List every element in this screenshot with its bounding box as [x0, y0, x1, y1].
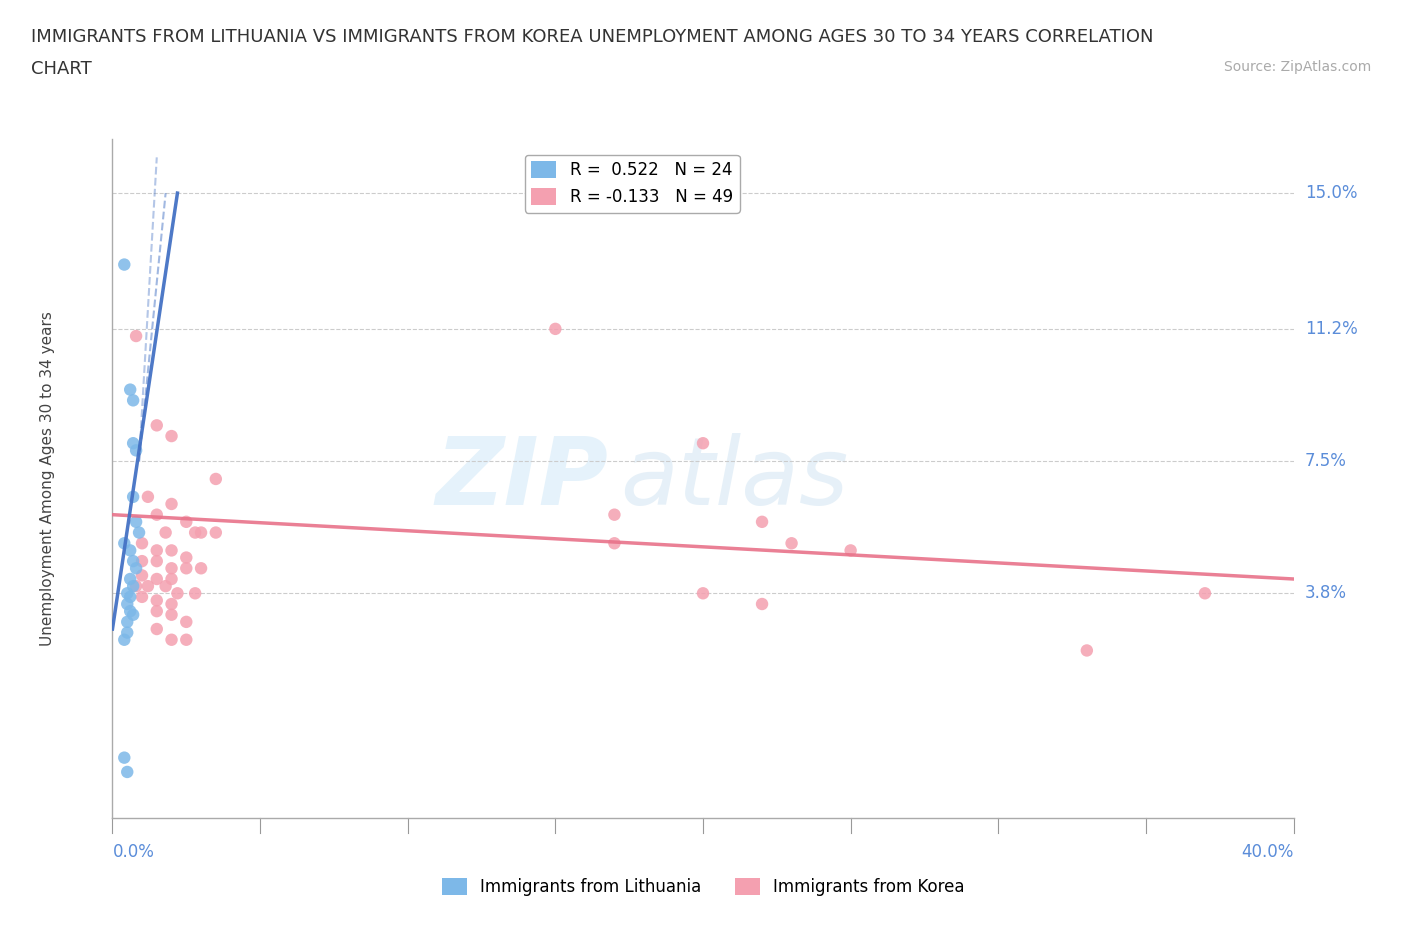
Point	[131, 568, 153, 583]
Text: 15.0%: 15.0%	[1305, 184, 1357, 202]
Point	[603, 536, 626, 551]
Point	[125, 328, 148, 343]
Point	[131, 536, 153, 551]
Text: CHART: CHART	[31, 60, 91, 78]
Point	[160, 607, 183, 622]
Point	[122, 489, 145, 504]
Point	[174, 551, 197, 565]
Text: Source: ZipAtlas.com: Source: ZipAtlas.com	[1223, 60, 1371, 74]
Text: Unemployment Among Ages 30 to 34 years: Unemployment Among Ages 30 to 34 years	[39, 312, 55, 646]
Point	[160, 572, 183, 587]
Point	[751, 596, 773, 611]
Point	[122, 578, 145, 593]
Point	[112, 632, 135, 647]
Point	[751, 514, 773, 529]
Point	[1076, 643, 1098, 658]
Point	[128, 525, 150, 540]
Point	[117, 615, 138, 630]
Point	[117, 586, 138, 601]
Point	[146, 543, 169, 558]
Point	[120, 572, 142, 587]
Point	[160, 596, 183, 611]
Point	[839, 543, 862, 558]
Point	[122, 436, 145, 451]
Point	[184, 525, 207, 540]
Text: 3.8%: 3.8%	[1305, 584, 1347, 603]
Point	[160, 632, 183, 647]
Point	[131, 553, 153, 568]
Point	[146, 418, 169, 432]
Point	[160, 543, 183, 558]
Point	[125, 561, 148, 576]
Point	[174, 561, 197, 576]
Text: IMMIGRANTS FROM LITHUANIA VS IMMIGRANTS FROM KOREA UNEMPLOYMENT AMONG AGES 30 TO: IMMIGRANTS FROM LITHUANIA VS IMMIGRANTS …	[31, 28, 1153, 46]
Point	[544, 322, 567, 337]
Text: 7.5%: 7.5%	[1305, 452, 1347, 470]
Point	[155, 525, 177, 540]
Point	[117, 625, 138, 640]
Point	[120, 604, 142, 618]
Text: ZIP: ZIP	[436, 433, 609, 525]
Point	[131, 590, 153, 604]
Text: 0.0%: 0.0%	[112, 844, 155, 861]
Point	[205, 525, 228, 540]
Point	[112, 257, 135, 272]
Point	[120, 382, 142, 397]
Point	[146, 572, 169, 587]
Point	[184, 586, 207, 601]
Point	[155, 578, 177, 593]
Point	[174, 615, 197, 630]
Point	[146, 553, 169, 568]
Text: 40.0%: 40.0%	[1241, 844, 1294, 861]
Point	[692, 436, 714, 451]
Point	[120, 543, 142, 558]
Point	[174, 632, 197, 647]
Point	[117, 764, 138, 779]
Legend: R =  0.522   N = 24, R = -0.133   N = 49: R = 0.522 N = 24, R = -0.133 N = 49	[524, 154, 740, 213]
Point	[125, 514, 148, 529]
Point	[112, 536, 135, 551]
Point	[117, 596, 138, 611]
Text: atlas: atlas	[620, 433, 849, 525]
Point	[160, 497, 183, 512]
Point	[1194, 586, 1216, 601]
Point	[146, 507, 169, 522]
Point	[205, 472, 228, 486]
Point	[122, 392, 145, 407]
Legend: Immigrants from Lithuania, Immigrants from Korea: Immigrants from Lithuania, Immigrants fr…	[434, 871, 972, 903]
Point	[122, 553, 145, 568]
Point	[146, 593, 169, 608]
Point	[166, 586, 188, 601]
Point	[160, 429, 183, 444]
Point	[136, 578, 159, 593]
Point	[160, 561, 183, 576]
Point	[125, 443, 148, 458]
Point	[190, 561, 212, 576]
Point	[120, 590, 142, 604]
Point	[112, 751, 135, 765]
Point	[146, 621, 169, 636]
Point	[125, 578, 148, 593]
Point	[146, 604, 169, 618]
Text: 11.2%: 11.2%	[1305, 320, 1357, 338]
Point	[780, 536, 803, 551]
Point	[603, 507, 626, 522]
Point	[122, 607, 145, 622]
Point	[136, 489, 159, 504]
Point	[692, 586, 714, 601]
Point	[190, 525, 212, 540]
Point	[174, 514, 197, 529]
